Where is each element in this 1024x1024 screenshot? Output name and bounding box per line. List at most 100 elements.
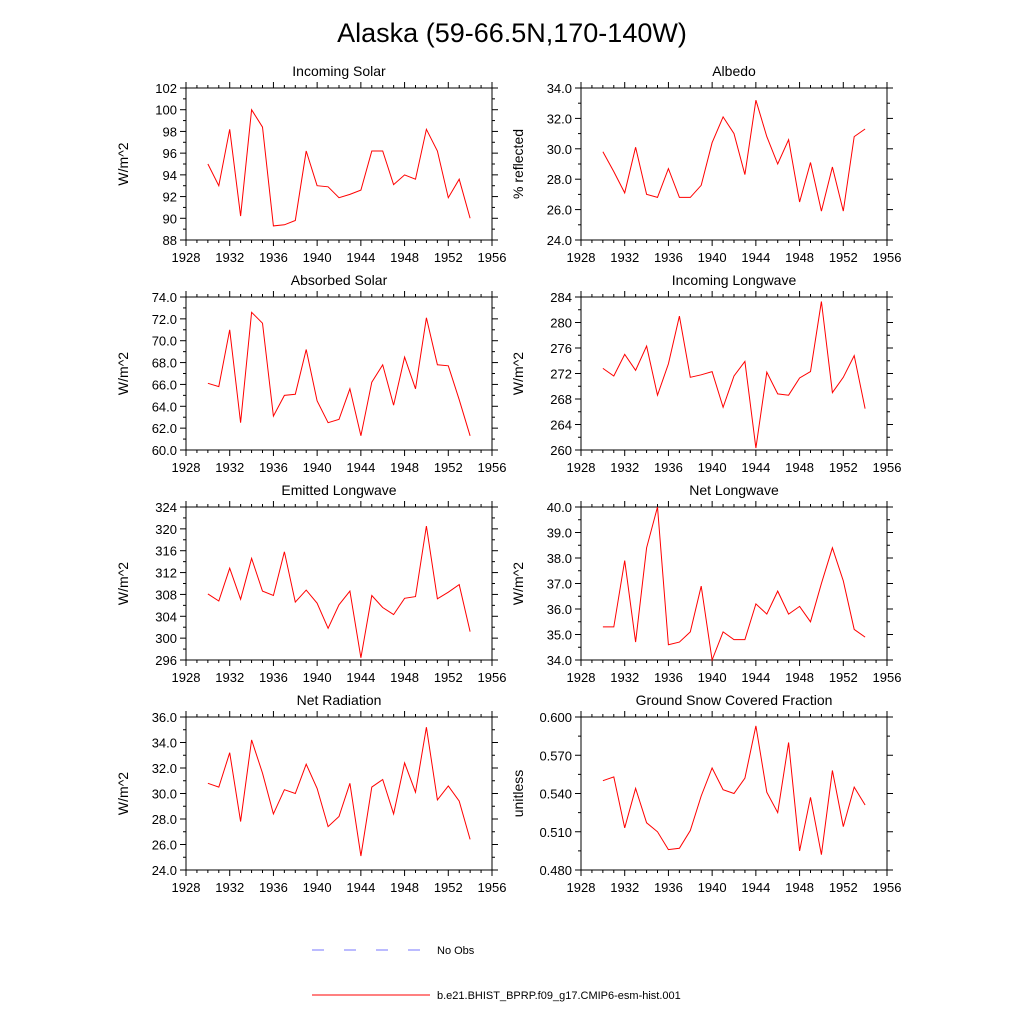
x-tick-label: 1956 [478, 250, 507, 265]
x-tick-label: 1944 [741, 670, 770, 685]
x-tick-label: 1936 [259, 670, 288, 685]
series-line [207, 311, 471, 436]
y-axis-label: % reflected [510, 129, 526, 199]
panel-6: Net Longwave 1928 1932 1936 1940 1944 1948 1952… [510, 482, 901, 685]
y-tick-label: 0.600 [539, 710, 572, 725]
panels: Incoming Solar 1928 1932 1936 1940 1944 1948 19… [115, 63, 901, 895]
x-tick-label: 1944 [346, 880, 375, 895]
x-tick-label: 1928 [172, 880, 201, 895]
x-tick-label: 1944 [741, 880, 770, 895]
y-tick-label: 38.0 [547, 551, 572, 566]
y-tick-label: 66.0 [152, 377, 177, 392]
x-tick-label: 1944 [741, 460, 770, 475]
y-tick-label: 324 [155, 500, 177, 515]
y-tick-label: 0.570 [539, 748, 572, 763]
x-tick-label: 1948 [785, 460, 814, 475]
plot-frame [185, 296, 493, 451]
y-tick-label: 34.0 [547, 653, 572, 668]
series-line [602, 725, 866, 855]
x-tick-label: 1952 [829, 670, 858, 685]
x-tick-label: 1932 [215, 250, 244, 265]
x-tick-label: 1940 [698, 460, 727, 475]
x-tick-label: 1936 [654, 460, 683, 475]
y-tick-label: 316 [155, 544, 177, 559]
y-tick-label: 320 [155, 522, 177, 537]
y-tick-label: 260 [550, 443, 572, 458]
series-line [207, 727, 471, 857]
y-tick-label: 28.0 [547, 172, 572, 187]
x-tick-label: 1936 [259, 460, 288, 475]
panel-title: Emitted Longwave [281, 482, 396, 498]
y-tick-label: 102 [155, 81, 177, 96]
y-tick-label: 98 [163, 124, 177, 139]
x-tick-label: 1948 [390, 460, 419, 475]
x-tick-label: 1932 [610, 880, 639, 895]
y-tick-label: 304 [155, 609, 177, 624]
y-tick-label: 34.0 [152, 736, 177, 751]
panel-title: Absorbed Solar [291, 272, 388, 288]
x-tick-label: 1956 [478, 670, 507, 685]
panel-title: Albedo [712, 63, 756, 79]
x-tick-label: 1956 [873, 670, 902, 685]
y-axis-label: W/m^2 [510, 562, 526, 605]
x-tick-label: 1936 [654, 880, 683, 895]
y-tick-label: 68.0 [152, 356, 177, 371]
y-tick-label: 312 [155, 566, 177, 581]
x-tick-label: 1940 [698, 250, 727, 265]
panel-5: Emitted Longwave 1928 1932 1936 1940 1944 1948… [115, 482, 506, 685]
y-tick-label: 24.0 [547, 233, 572, 248]
plot-frame [580, 296, 888, 451]
panel-title: Net Radiation [297, 692, 382, 708]
y-tick-label: 90 [163, 211, 177, 226]
panel-1: Incoming Solar 1928 1932 1936 1940 1944 1948 19… [115, 63, 506, 265]
x-tick-label: 1928 [172, 460, 201, 475]
x-tick-label: 1940 [303, 460, 332, 475]
y-axis-label: unitless [510, 770, 526, 817]
y-tick-label: 62.0 [152, 421, 177, 436]
y-tick-label: 276 [550, 341, 572, 356]
y-tick-label: 32.0 [547, 111, 572, 126]
y-tick-label: 268 [550, 392, 572, 407]
x-tick-label: 1948 [785, 880, 814, 895]
y-tick-label: 64.0 [152, 399, 177, 414]
y-tick-label: 272 [550, 367, 572, 382]
x-tick-label: 1940 [303, 250, 332, 265]
y-tick-label: 60.0 [152, 443, 177, 458]
plot-frame [185, 506, 493, 661]
x-tick-label: 1932 [215, 880, 244, 895]
x-tick-label: 1956 [478, 880, 507, 895]
legend-label-2: b.e21.BHIST_BPRP.f09_g17.CMIP6-esm-hist.… [437, 990, 681, 1002]
x-tick-label: 1932 [215, 670, 244, 685]
x-tick-label: 1952 [829, 880, 858, 895]
x-tick-label: 1932 [610, 670, 639, 685]
y-tick-label: 32.0 [152, 761, 177, 776]
y-tick-label: 0.540 [539, 787, 572, 802]
x-tick-label: 1952 [434, 670, 463, 685]
x-tick-label: 1940 [698, 670, 727, 685]
x-tick-label: 1956 [478, 460, 507, 475]
y-tick-label: 36.0 [547, 602, 572, 617]
y-tick-label: 28.0 [152, 812, 177, 827]
panel-7: Net Radiation 1928 1932 1936 1940 1944 1948 195… [115, 692, 506, 895]
x-tick-label: 1932 [215, 460, 244, 475]
panel-title: Incoming Solar [292, 63, 386, 79]
y-tick-label: 308 [155, 587, 177, 602]
x-tick-label: 1956 [873, 880, 902, 895]
x-tick-label: 1944 [346, 670, 375, 685]
x-tick-label: 1952 [434, 250, 463, 265]
panel-3: Absorbed Solar 1928 1932 1936 1940 1944 1948 19… [115, 272, 506, 475]
y-tick-label: 74.0 [152, 290, 177, 305]
y-axis-label: W/m^2 [115, 352, 131, 395]
series-line [207, 526, 471, 658]
y-tick-label: 88 [163, 233, 177, 248]
y-tick-label: 34.0 [547, 81, 572, 96]
x-tick-label: 1948 [785, 670, 814, 685]
panel-title: Incoming Longwave [672, 272, 797, 288]
x-tick-label: 1936 [654, 250, 683, 265]
panel-2: Albedo 1928 1932 1936 1940 1944 1948 1952 1956 24… [510, 63, 901, 265]
x-tick-label: 1932 [610, 250, 639, 265]
y-tick-label: 284 [550, 290, 572, 305]
x-tick-label: 1944 [346, 460, 375, 475]
figure-title: Alaska (59-66.5N,170-140W) [337, 18, 687, 48]
x-tick-label: 1940 [303, 670, 332, 685]
